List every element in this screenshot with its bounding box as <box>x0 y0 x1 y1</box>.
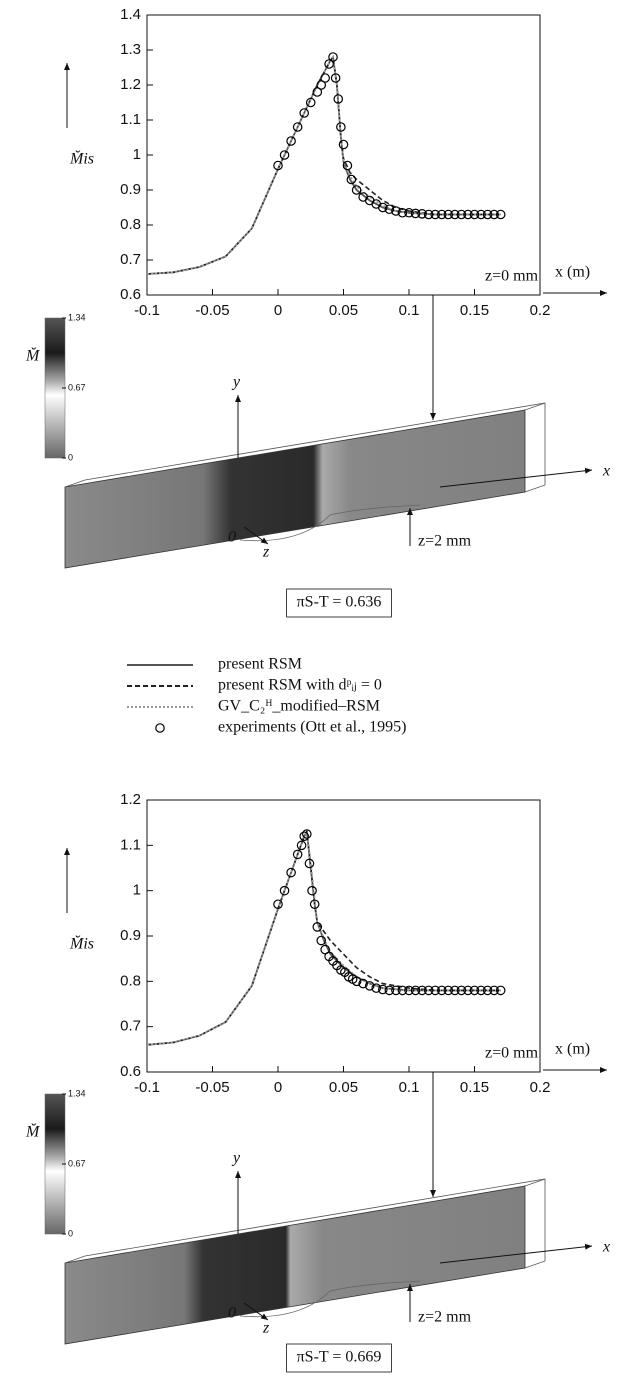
y-tick-label: 1 <box>133 882 141 899</box>
y-tick-label: 0.7 <box>120 251 141 268</box>
y-tick-label: 1.2 <box>120 76 141 93</box>
y-tick-label: 0.9 <box>120 927 141 944</box>
x-tick-label: 0.05 <box>329 1079 358 1096</box>
x-axis-label: x (m) <box>555 1041 590 1058</box>
axis-3d-label: x <box>602 463 610 480</box>
axis-3d-label: 0 <box>228 529 236 546</box>
y-tick-label: 1 <box>133 146 141 163</box>
axis-3d-label: y <box>231 374 241 391</box>
x-axis-label: x (m) <box>555 264 590 281</box>
line-series <box>147 57 501 274</box>
y-tick-label: 0.8 <box>120 972 141 989</box>
x-tick-label: 0 <box>274 1079 282 1096</box>
y-tick-label: 0.7 <box>120 1018 141 1035</box>
x-tick-label: 0.15 <box>460 1079 489 1096</box>
legend-marker <box>156 724 164 732</box>
y-tick-label: 0.8 <box>120 216 141 233</box>
y-axis-label: M̆is <box>69 149 94 168</box>
legend-label: present RSM <box>218 656 302 673</box>
axis-3d-label: x <box>602 1239 610 1256</box>
axis-3d-label: y <box>231 1150 241 1167</box>
pi-label: πS-T = 0.669 <box>297 1349 382 1366</box>
pi-label: πS-T = 0.636 <box>297 594 382 611</box>
colorbar-tick-label: 1.34 <box>68 1088 86 1098</box>
annotation: z=0 mm <box>485 1045 539 1062</box>
axis-3d-label: z <box>262 544 270 561</box>
y-tick-label: 1.4 <box>120 6 141 23</box>
plot-frame <box>147 800 540 1072</box>
x-tick-label: 0.2 <box>530 302 551 319</box>
colorbar-tick-label: 1.34 <box>68 312 86 322</box>
x-tick-label: 0.1 <box>399 302 420 319</box>
x-tick-label: -0.05 <box>195 1079 229 1096</box>
legend-label: GV_C₂ᴴ_modified–RSM <box>218 698 380 715</box>
annotation-3d: z=2 mm <box>418 1309 472 1326</box>
x-tick-label: 0 <box>274 302 282 319</box>
duct-edge <box>525 403 545 410</box>
colorbar-tick-label: 0 <box>68 1228 73 1238</box>
annotation-3d: z=2 mm <box>418 533 472 550</box>
colorbar-label: M̆ <box>25 1122 41 1141</box>
y-axis-label: M̆is <box>69 934 94 953</box>
line-series <box>147 57 501 274</box>
duct-edge <box>525 1179 545 1186</box>
annotation: z=0 mm <box>485 268 539 285</box>
legend-label: present RSM with dᵖᵢⱼ = 0 <box>218 677 382 694</box>
x-tick-label: 0.15 <box>460 302 489 319</box>
y-tick-label: 0.9 <box>120 181 141 198</box>
line-series <box>147 57 501 274</box>
legend-label: experiments (Ott et al., 1995) <box>218 719 406 736</box>
y-tick-label: 1.3 <box>120 41 141 58</box>
line-series <box>147 832 501 1045</box>
x-tick-label: -0.1 <box>134 302 160 319</box>
x-tick-label: 0.1 <box>399 1079 420 1096</box>
colorbar-tick-label: 0.67 <box>68 382 86 392</box>
experiment-marker <box>339 140 347 148</box>
figure: 0.6 0.7 0.8 0.9 1 1.1 1.2 1.3 1.4 -0.1 -0.05 0 0.05 0… <box>0 0 623 1378</box>
y-tick-label: 1.1 <box>120 836 141 853</box>
x-tick-label: -0.1 <box>134 1079 160 1096</box>
experiment-marker <box>321 74 329 82</box>
x-tick-label: -0.05 <box>195 302 229 319</box>
colorbar-tick-label: 0.67 <box>68 1158 86 1168</box>
y-tick-label: 0.6 <box>120 1063 141 1080</box>
colorbar-label: M̆ <box>25 346 41 365</box>
x-tick-label: 0.05 <box>329 302 358 319</box>
y-tick-label: 1.2 <box>120 791 141 808</box>
y-tick-label: 0.6 <box>120 286 141 303</box>
colorbar-tick-label: 0 <box>68 452 73 462</box>
axis-3d-label: z <box>262 1320 270 1337</box>
y-tick-label: 1.1 <box>120 111 141 128</box>
x-tick-label: 0.2 <box>530 1079 551 1096</box>
axis-3d-label: 0 <box>228 1305 236 1322</box>
